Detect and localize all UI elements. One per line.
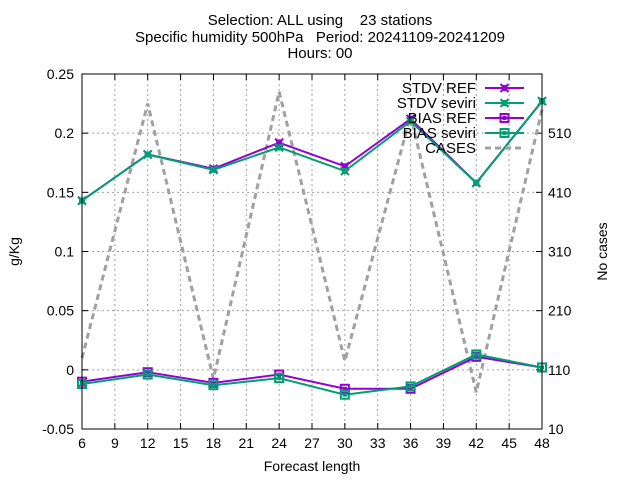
legend-label-bias-seviri: BIAS seviri [403,125,476,142]
plot-border [81,73,543,430]
legend-marker-bias-ref-center [502,116,507,120]
x-tick-label: 39 [436,435,452,451]
x-tick-label: 45 [501,435,517,451]
data-point-bias-seviri [339,389,350,400]
x-tick-label: 27 [304,435,320,451]
legend-marker-bias-seviri [499,128,510,138]
y-tick-label: 0.2 [55,125,75,141]
data-point-stdv-seviri [340,166,350,176]
x-tick-label: 48 [534,435,550,451]
y-tick-label: 0 [66,362,74,378]
marker-fill [144,151,151,158]
legend-marker-stdv-seviri [499,98,510,108]
data-point-bias-seviri-center [474,352,479,357]
axis-ticks: 6 9 12 15 18 21 24 27 30 33 36 39 42 45 48 -0.05 0 0.05 0.… [42,66,571,451]
data-point-stdv-seviri [143,149,153,160]
y2-tick-label: 210 [548,303,572,319]
chart-title-line-1: Selection: ALL using 23 stations [207,12,433,29]
marker-fill [210,166,217,173]
data-point-bias-seviri-center [408,384,413,389]
data-point-stdv-seviri [208,165,219,175]
data-point-bias-ref-center [474,354,479,359]
x-axis-label: Forecast length [264,458,361,474]
series-line-stdv-seviri [81,100,543,202]
x-tick-label: 36 [403,435,419,451]
marker-fill [341,163,348,170]
data-point-stdv-seviri [405,116,416,127]
data-point-bias-seviri-center [342,392,347,397]
y2-tick-label: 510 [548,125,572,141]
marker-fill [501,100,508,106]
y-tick-label: 0.1 [55,244,75,260]
y-tick-label: 0.25 [47,66,74,82]
data-point-stdv-seviri [471,178,481,188]
x-tick-label: 9 [111,435,119,451]
legend-marker-stdv-ref [499,83,510,93]
chart-title-line-2: Specific humidity 500hPa Period: 2024110… [135,29,505,46]
chart-title-line-3: Hours: 00 [287,45,353,62]
data-point-bias-seviri-center [145,372,150,377]
x-tick-label: 15 [173,435,189,451]
data-point-bias-ref-center [211,380,216,385]
marker-fill [473,179,480,186]
data-point-bias-seviri [208,380,219,391]
y2-tick-label: 410 [548,184,572,200]
marker-fill [407,118,414,125]
x-tick-label: 42 [468,435,484,451]
y-tick-label: 0.15 [47,184,74,200]
legend-label-cases: CASES [425,140,476,157]
series-line-bias-seviri [81,353,543,396]
marker-fill [276,144,283,151]
legend-label-stdv-ref: STDV REF [402,80,476,97]
data-point-bias-ref-center [408,386,413,391]
y-tick-label: 0.05 [47,303,74,319]
y2-tick-label: 10 [548,421,564,437]
marker-fill [276,139,283,146]
marker-fill [341,168,348,175]
data-point-bias-seviri-center [277,376,282,381]
series-line-bias-ref [81,355,543,390]
legend-label-stdv-seviri: STDV seviri [397,95,476,112]
legend-marker-bias-seviri-center [502,131,507,135]
data-point-stdv-seviri [274,142,284,153]
y2-axis-label: No cases [594,222,610,280]
data-point-bias-seviri [405,381,416,392]
y-tick-label: -0.05 [42,421,74,437]
x-tick-label: 33 [370,435,386,451]
y2-tick-label: 110 [548,362,571,378]
data-point-bias-ref-center [342,386,347,391]
legend-label-bias-ref: BIAS REF [408,110,476,127]
x-tick-label: 21 [238,435,254,451]
x-tick-label: 30 [337,435,353,451]
data-point-bias-seviri [142,369,153,380]
marker-fill [501,85,508,91]
data-point-bias-ref-center [145,370,150,375]
x-tick-label: 18 [206,435,222,451]
y-axis-label: g/Kg [6,237,22,266]
y2-tick-label: 310 [548,244,572,260]
legend-marker-bias-ref [499,113,510,123]
data-point-bias-seviri [471,349,482,360]
data-point-bias-seviri-center [211,383,216,388]
data-point-bias-seviri [274,373,285,384]
x-tick-label: 6 [78,435,86,451]
x-tick-label: 12 [140,435,156,451]
x-tick-label: 24 [271,435,287,451]
